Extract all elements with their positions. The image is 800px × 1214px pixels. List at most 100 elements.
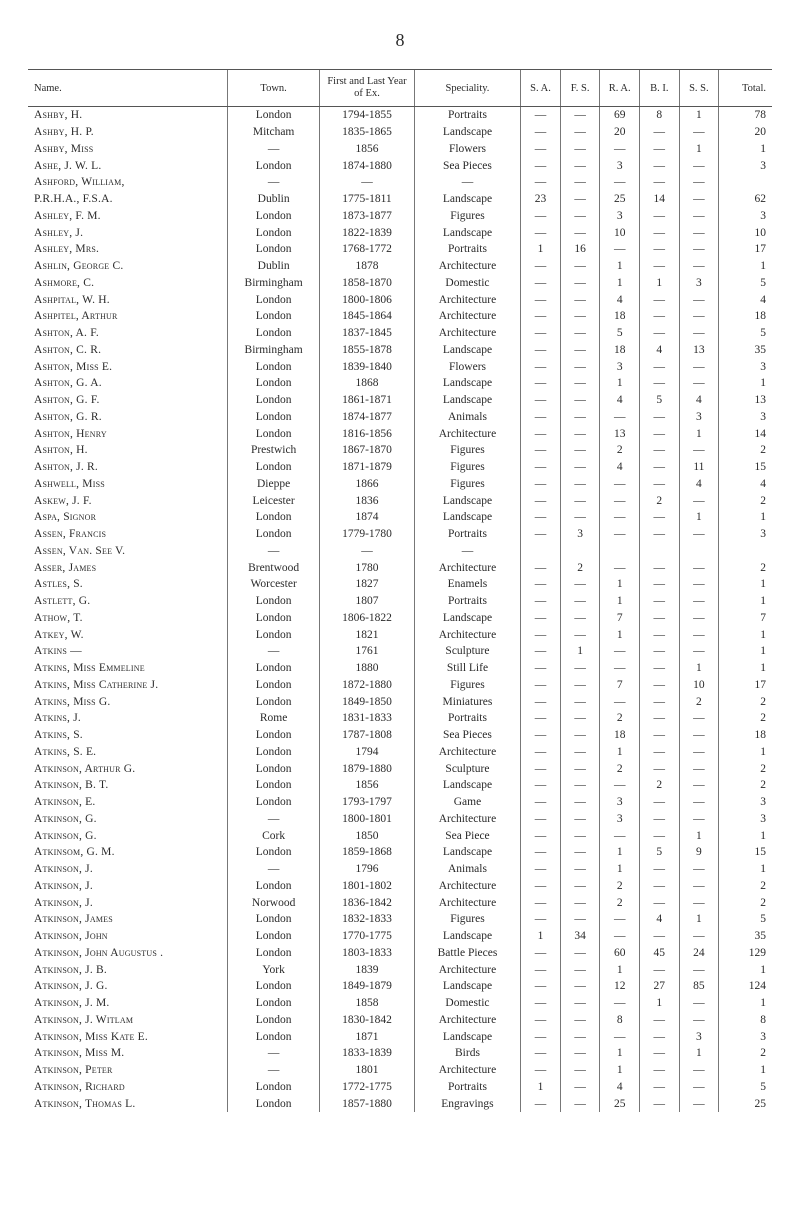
cell-years: 1880 <box>320 660 414 677</box>
table-row: Atkinson, RichardLondon1772-1775Portrait… <box>28 1079 772 1096</box>
cell-ra: 18 <box>600 342 640 359</box>
cell-town: London <box>227 291 319 308</box>
cell-total: 7 <box>719 610 772 627</box>
cell-bi: — <box>639 1095 679 1112</box>
cell-bi: — <box>639 1062 679 1079</box>
cell-years: 1780 <box>320 559 414 576</box>
cell-spec: Sea Pieces <box>414 157 521 174</box>
cell-name: Ashley, Mrs. <box>28 241 227 258</box>
cell-sa: — <box>521 610 561 627</box>
cell-total: 10 <box>719 224 772 241</box>
cell-ra: 2 <box>600 710 640 727</box>
artist-table: Name. Town. First and Last Year of Ex. S… <box>28 69 772 1112</box>
cell-spec: Domestic <box>414 275 521 292</box>
cell-ss: — <box>679 626 719 643</box>
cell-years: 1861-1871 <box>320 392 414 409</box>
cell-name: Aspa, Signor <box>28 509 227 526</box>
cell-name: Ashton, G. F. <box>28 392 227 409</box>
cell-town: Mitcham <box>227 124 319 141</box>
cell-ra: 1 <box>600 375 640 392</box>
cell-ss: — <box>679 1079 719 1096</box>
cell-ra: 2 <box>600 894 640 911</box>
cell-ra: 2 <box>600 760 640 777</box>
cell-fs: — <box>560 258 600 275</box>
cell-name: Asser, James <box>28 559 227 576</box>
cell-total: 20 <box>719 124 772 141</box>
cell-fs: — <box>560 593 600 610</box>
table-row: Atkey, W.London1821Architecture——1——1 <box>28 626 772 643</box>
cell-bi: — <box>639 459 679 476</box>
cell-years: 1768-1772 <box>320 241 414 258</box>
cell-name: Atkinson, Thomas L. <box>28 1095 227 1112</box>
cell-bi: — <box>639 308 679 325</box>
cell-fs: — <box>560 1012 600 1029</box>
cell-total: 2 <box>719 559 772 576</box>
cell-bi: — <box>639 677 679 694</box>
cell-bi: — <box>639 157 679 174</box>
cell-ss: — <box>679 928 719 945</box>
cell-total: 15 <box>719 844 772 861</box>
table-row: Atkinsom, G. M.London1859-1868Landscape—… <box>28 844 772 861</box>
table-row: Ashley, F. M.London1873-1877Figures——3——… <box>28 208 772 225</box>
cell-sa: — <box>521 492 561 509</box>
cell-spec: Birds <box>414 1045 521 1062</box>
cell-sa: — <box>521 677 561 694</box>
cell-bi: 2 <box>639 492 679 509</box>
cell-sa: — <box>521 744 561 761</box>
cell-ra: 4 <box>600 291 640 308</box>
cell-years: 1801-1802 <box>320 878 414 895</box>
cell-fs: — <box>560 409 600 426</box>
cell-ss: — <box>679 1095 719 1112</box>
cell-bi: — <box>639 576 679 593</box>
cell-spec: Landscape <box>414 375 521 392</box>
cell-sa: — <box>521 827 561 844</box>
cell-spec: Landscape <box>414 777 521 794</box>
cell-name: Atkinson, J. Witlam <box>28 1012 227 1029</box>
cell-fs: — <box>560 342 600 359</box>
cell-sa: — <box>521 342 561 359</box>
cell-sa: — <box>521 643 561 660</box>
cell-fs: — <box>560 141 600 158</box>
cell-fs: — <box>560 224 600 241</box>
cell-spec: Landscape <box>414 610 521 627</box>
cell-town: London <box>227 777 319 794</box>
cell-town: London <box>227 509 319 526</box>
cell-total: 18 <box>719 308 772 325</box>
table-header: Name. Town. First and Last Year of Ex. S… <box>28 70 772 107</box>
cell-total: 2 <box>719 760 772 777</box>
cell-ss: — <box>679 610 719 627</box>
cell-bi: — <box>639 928 679 945</box>
cell-ra: 69 <box>600 107 640 124</box>
cell-name: Ashby, H. <box>28 107 227 124</box>
cell-town: London <box>227 660 319 677</box>
cell-spec: Portraits <box>414 1079 521 1096</box>
table-row: Ashby, H. P.Mitcham1835-1865Landscape——2… <box>28 124 772 141</box>
cell-sa: — <box>521 559 561 576</box>
cell-fs: — <box>560 308 600 325</box>
cell-years: 1836-1842 <box>320 894 414 911</box>
cell-town: London <box>227 1028 319 1045</box>
cell-sa: — <box>521 626 561 643</box>
cell-name: Ashton, Henry <box>28 425 227 442</box>
cell-sa: — <box>521 375 561 392</box>
cell-name: Atkins, J. <box>28 710 227 727</box>
cell-fs: — <box>560 727 600 744</box>
cell-ss: — <box>679 308 719 325</box>
cell-total: 4 <box>719 476 772 493</box>
cell-ra: 3 <box>600 208 640 225</box>
cell-years: 1867-1870 <box>320 442 414 459</box>
cell-ra: — <box>600 928 640 945</box>
cell-sa: 1 <box>521 1079 561 1096</box>
cell-fs: — <box>560 844 600 861</box>
cell-sa: — <box>521 208 561 225</box>
cell-fs: — <box>560 476 600 493</box>
cell-years: 1855-1878 <box>320 342 414 359</box>
cell-ra: 4 <box>600 1079 640 1096</box>
cell-bi: — <box>639 693 679 710</box>
cell-ra: 4 <box>600 459 640 476</box>
cell-ra: — <box>600 174 640 191</box>
cell-fs: — <box>560 626 600 643</box>
cell-ss: — <box>679 124 719 141</box>
cell-total: 1 <box>719 744 772 761</box>
cell-fs: — <box>560 794 600 811</box>
